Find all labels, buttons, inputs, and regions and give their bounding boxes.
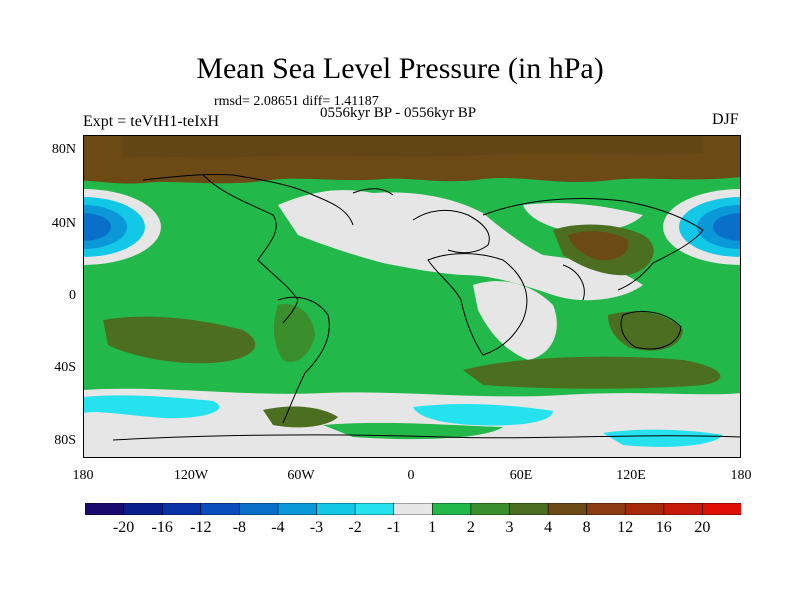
north-polar-darker bbox=[123, 135, 703, 158]
map-frame bbox=[83, 135, 741, 458]
australia-olive bbox=[608, 311, 683, 351]
colorbar-tick-label: 12 bbox=[617, 519, 634, 536]
lon-label-180-right: 180 bbox=[730, 468, 752, 483]
colorbar-tick-label: 1 bbox=[428, 519, 437, 536]
colorbar-swatch bbox=[702, 503, 741, 515]
asia-high-core bbox=[568, 231, 629, 261]
colorbar-tick-label: 16 bbox=[655, 519, 672, 536]
lat-label-80n: 80N bbox=[51, 142, 76, 157]
colorbar-swatch bbox=[123, 503, 163, 515]
colorbar-swatch bbox=[239, 503, 279, 515]
colorbar-tick-label: 4 bbox=[544, 519, 553, 536]
south-america-olive bbox=[273, 304, 315, 363]
colorbar bbox=[85, 503, 741, 515]
southern-ocean-cyan-mid bbox=[413, 404, 553, 426]
pressure-map bbox=[83, 135, 741, 458]
colorbar-swatch bbox=[200, 503, 241, 515]
colorbar-tick-label: 20 bbox=[694, 519, 711, 536]
stats-subtitle: rmsd= 2.08651 diff= 1.41187 bbox=[214, 94, 379, 109]
colorbar-tick-label: 2 bbox=[466, 519, 475, 536]
eurasia-grey bbox=[523, 203, 643, 232]
lat-label-0: 0 bbox=[69, 288, 76, 303]
colorbar-swatch bbox=[85, 503, 125, 515]
colorbar-swatch bbox=[316, 503, 356, 515]
lon-label-120e: 120E bbox=[616, 468, 646, 483]
colorbar-tick-label: 8 bbox=[582, 519, 591, 536]
colorbar-swatch bbox=[547, 503, 588, 515]
colorbar-tick-label: 3 bbox=[505, 519, 514, 536]
experiment-label: Expt = teVtH1-teIxH bbox=[83, 113, 220, 130]
antarctic-cyan-east bbox=[603, 429, 723, 447]
lat-label-80s: 80S bbox=[54, 433, 76, 448]
chart-title: Mean Sea Level Pressure (in hPa) bbox=[196, 52, 604, 85]
pacific-low-east-3 bbox=[713, 213, 741, 241]
season-label: DJF bbox=[712, 111, 739, 128]
colorbar-swatch bbox=[393, 503, 434, 515]
colorbar-swatch bbox=[509, 503, 549, 515]
lat-label-40n: 40N bbox=[51, 216, 76, 231]
colorbar-tick-label: -4 bbox=[271, 519, 285, 536]
colorbar-swatch bbox=[624, 503, 665, 515]
lon-label-180-left: 180 bbox=[72, 468, 94, 483]
lon-label-60e: 60E bbox=[509, 468, 533, 483]
colorbar-swatch bbox=[470, 503, 511, 515]
north-atlantic-grey bbox=[278, 190, 643, 301]
lat-label-40s: 40S bbox=[54, 360, 76, 375]
colorbar-tick-label: -8 bbox=[232, 519, 247, 536]
colorbar-swatch bbox=[431, 503, 472, 515]
colorbar-tick-label: -20 bbox=[112, 519, 135, 536]
colorbar-tick-label: -3 bbox=[309, 519, 324, 536]
coastlines bbox=[112, 173, 741, 441]
colorbar-tick-label: -16 bbox=[151, 519, 173, 536]
colorbar-swatch bbox=[663, 503, 704, 515]
south-indian-band bbox=[463, 356, 721, 389]
period-subtitle: 0556kyr BP - 0556kyr BP bbox=[320, 105, 477, 121]
lon-label-60w: 60W bbox=[287, 468, 315, 483]
africa-grey bbox=[473, 281, 557, 360]
antarctic-olive bbox=[263, 406, 338, 428]
southern-ocean-cyan-west bbox=[83, 395, 220, 419]
colorbar-swatch bbox=[354, 503, 395, 515]
atlantic-grey-patch bbox=[313, 190, 363, 208]
colorbar-tick-label: -2 bbox=[348, 519, 362, 536]
lon-label-120w: 120W bbox=[173, 468, 209, 483]
colorbar-swatch bbox=[586, 503, 627, 515]
colorbar-swatch bbox=[277, 503, 318, 515]
colorbar-tick-label: -1 bbox=[387, 519, 401, 536]
colorbar-swatch bbox=[161, 503, 202, 515]
colorbar-tick-label: -12 bbox=[190, 519, 212, 536]
pacific-low-west-3 bbox=[83, 213, 111, 241]
south-pacific-band bbox=[103, 316, 256, 364]
lon-label-0: 0 bbox=[407, 468, 415, 483]
